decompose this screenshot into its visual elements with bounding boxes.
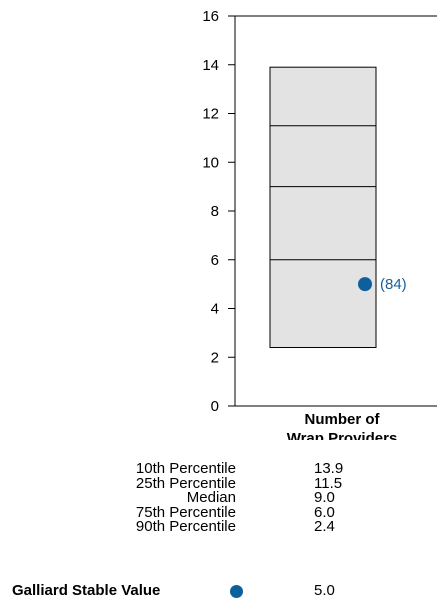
y-tick-label: 2	[211, 349, 219, 366]
percentile-range-box	[269, 66, 377, 348]
y-axis-ticks: 0 2 4 6 8 10 12 14 16	[202, 8, 235, 415]
marker-dot-icon	[230, 585, 243, 598]
stat-label: 25th Percentile	[135, 474, 236, 492]
percentile-stats-table: 10th Percentile 13.9 25th Percentile 11.…	[0, 460, 437, 535]
stat-label: 90th Percentile	[135, 518, 236, 535]
y-tick-label: 10	[202, 154, 219, 171]
box-plot-chart: 0 2 4 6 8 10 12 14 16 (84) Number of Wrap Provid…	[202, 8, 437, 440]
y-tick-label: 8	[211, 203, 219, 220]
stat-label: Median	[186, 489, 236, 506]
y-tick-label: 14	[202, 57, 219, 74]
stat-row: 90th Percentile 2.4	[0, 518, 437, 535]
y-tick-label: 16	[202, 8, 219, 25]
y-tick-label: 4	[211, 301, 219, 318]
point-count-label: (84)	[380, 276, 407, 293]
stat-value: 11.5	[314, 474, 343, 492]
y-tick-label: 6	[211, 252, 219, 269]
galliard-point-marker	[358, 277, 372, 292]
marker-value: 5.0	[314, 582, 335, 599]
y-tick-label: 12	[202, 106, 219, 123]
stat-label: 10th Percentile	[135, 460, 236, 477]
stat-row: 10th Percentile 13.9	[0, 460, 437, 477]
percentile-box	[269, 66, 377, 348]
y-tick-label: 0	[211, 398, 219, 415]
galliard-marker-row: Galliard Stable Value 5.0	[0, 582, 437, 599]
stat-value: 9.0	[314, 489, 335, 506]
stat-label: 75th Percentile	[135, 503, 236, 521]
stat-row: 75th Percentile 6.0	[0, 503, 437, 521]
stat-value: 2.4	[314, 518, 335, 535]
marker-label: Galliard Stable Value	[12, 582, 161, 599]
stat-value: 13.9	[314, 460, 344, 477]
stat-value: 6.0	[314, 503, 335, 521]
stat-row: 25th Percentile 11.5	[0, 474, 437, 492]
stat-row: Median 9.0	[0, 489, 437, 506]
x-axis-label-line-1: Number of	[305, 411, 381, 428]
x-axis-label-line-2: Wrap Providers	[287, 430, 398, 440]
